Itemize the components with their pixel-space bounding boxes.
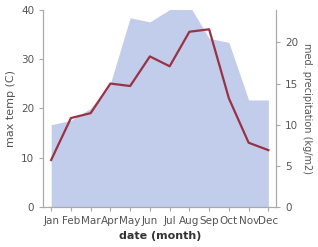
X-axis label: date (month): date (month) <box>119 231 201 242</box>
Y-axis label: max temp (C): max temp (C) <box>5 70 16 147</box>
Y-axis label: med. precipitation (kg/m2): med. precipitation (kg/m2) <box>302 43 313 174</box>
